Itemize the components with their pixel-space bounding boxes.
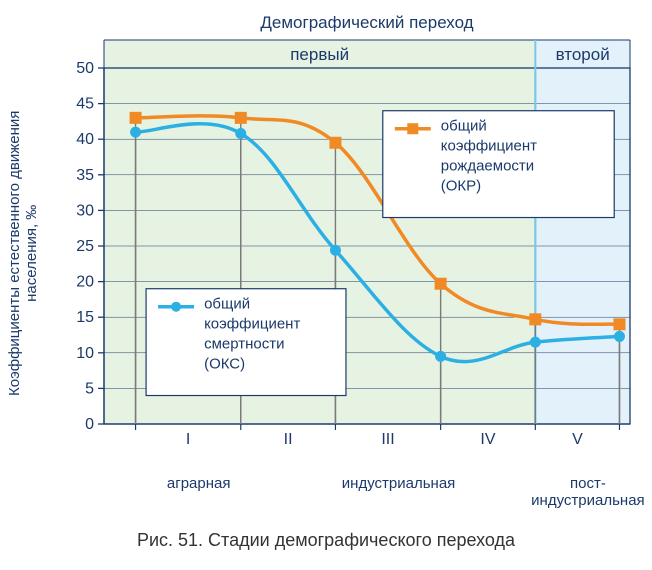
figure-caption: Рис. 51. Стадии демографического переход… [0, 530, 652, 551]
okr-legend-text: (ОКР) [441, 178, 481, 195]
phase2-label: второй [556, 45, 610, 64]
okr-marker [435, 278, 446, 289]
chart-plot-area: 0 5 10 15 20 25 30 35 40 45 50 Демографический пере… [58, 10, 638, 470]
x-category-label: аграрная [167, 475, 231, 492]
ytick-label: 5 [85, 380, 94, 397]
okr-legend-swatch-marker [407, 123, 418, 134]
oks-legend-text: коэффициент [204, 316, 300, 333]
ytick-label: 10 [76, 345, 94, 362]
chart-container: Коэффициенты естественного движениянасел… [0, 0, 652, 570]
oks-marker [236, 129, 246, 139]
ytick-label: 15 [76, 309, 94, 326]
oks-marker [530, 337, 540, 347]
okr-legend-text: общий [441, 118, 487, 135]
x-category-labels: аграрнаяиндустриальнаяпост-индустриальна… [58, 475, 638, 515]
okr-legend-text: коэффициент [441, 138, 537, 155]
ytick-label: 0 [85, 416, 94, 433]
x-roman-V: V [572, 431, 583, 448]
phase1-label: первый [290, 45, 349, 64]
oks-marker [131, 127, 141, 137]
oks-marker [436, 351, 446, 361]
x-category-label: пост-индустриальная [531, 475, 645, 509]
ytick-label: 45 [76, 96, 94, 113]
oks-legend-text: смертности [204, 336, 284, 353]
okr-marker [530, 314, 541, 325]
x-category-label: индустриальная [342, 475, 456, 492]
oks-legend-swatch-marker [171, 302, 181, 312]
ytick-label: 35 [76, 167, 94, 184]
okr-marker [235, 112, 246, 123]
ytick-label: 20 [76, 274, 94, 291]
ytick-label: 40 [76, 131, 94, 148]
ytick-label: 25 [76, 238, 94, 255]
okr-marker [330, 137, 341, 148]
okr-legend-text: рождаемости [441, 158, 534, 175]
oks-marker [614, 331, 624, 341]
oks-marker [330, 245, 340, 255]
x-roman-II: II [284, 431, 293, 448]
chart-svg: 0 5 10 15 20 25 30 35 40 45 50 Демографический пере… [58, 10, 638, 470]
oks-legend-text: общий [204, 296, 250, 313]
okr-marker [130, 112, 141, 123]
x-roman-I: I [186, 431, 190, 448]
chart-title: Демографический переход [260, 13, 473, 32]
ytick-label: 30 [76, 202, 94, 219]
ytick-label: 50 [76, 60, 94, 77]
okr-marker [614, 319, 625, 330]
y-axis-label: Коэффициенты естественного движениянасел… [6, 111, 40, 396]
oks-legend-text: (ОКС) [204, 356, 245, 373]
x-roman-IV: IV [480, 431, 495, 448]
x-roman-III: III [381, 431, 394, 448]
